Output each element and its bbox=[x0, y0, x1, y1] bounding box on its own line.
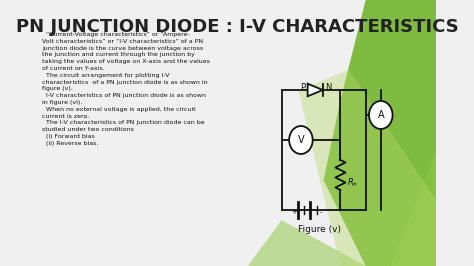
Text: N: N bbox=[325, 83, 332, 92]
Text: +: + bbox=[291, 209, 297, 215]
Polygon shape bbox=[248, 220, 365, 266]
Text: $R_h$: $R_h$ bbox=[347, 177, 358, 189]
Text: PN JUNCTION DIODE : I-V CHARACTERISTICS: PN JUNCTION DIODE : I-V CHARACTERISTICS bbox=[16, 18, 458, 36]
Polygon shape bbox=[308, 84, 323, 96]
Polygon shape bbox=[324, 0, 436, 266]
Circle shape bbox=[289, 126, 313, 154]
Polygon shape bbox=[332, 150, 436, 266]
Text: V: V bbox=[298, 135, 304, 145]
Text: -: - bbox=[320, 209, 322, 215]
Polygon shape bbox=[299, 70, 436, 266]
Circle shape bbox=[369, 101, 392, 129]
Text: “Current-Voltage characteristics” or “Ampere-
Volt characteristics” or “I-V char: “Current-Voltage characteristics” or “Am… bbox=[42, 32, 210, 146]
Text: Figure (v): Figure (v) bbox=[298, 225, 341, 234]
Text: P: P bbox=[300, 83, 305, 92]
Text: A: A bbox=[377, 110, 384, 120]
